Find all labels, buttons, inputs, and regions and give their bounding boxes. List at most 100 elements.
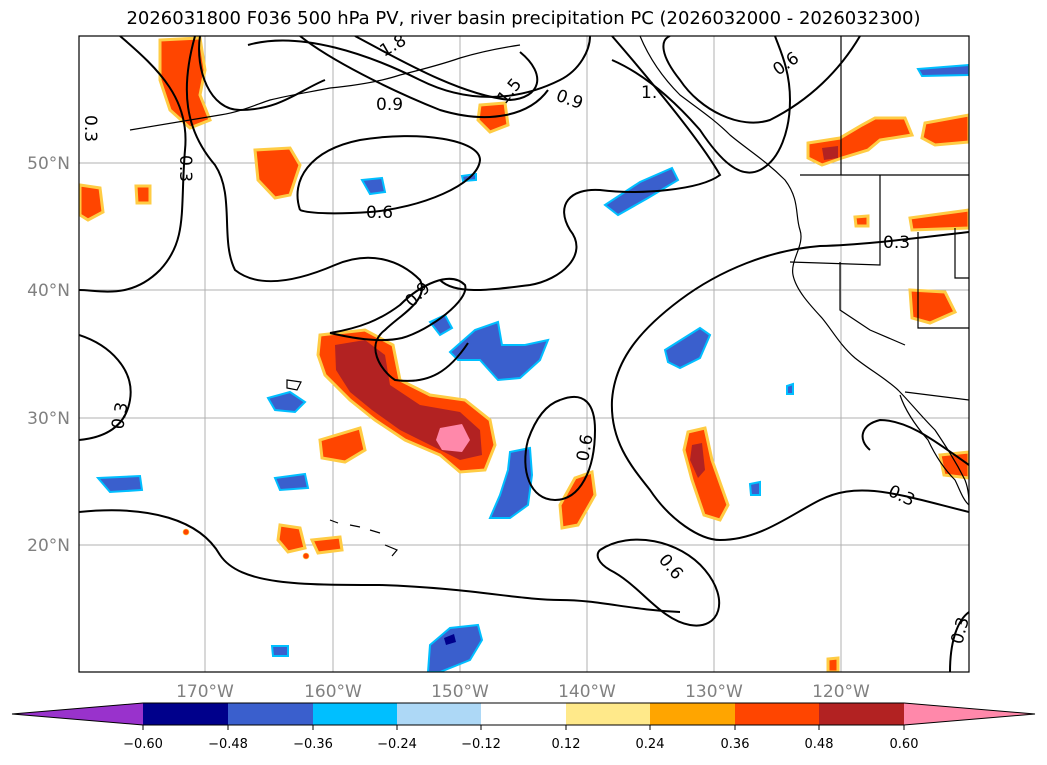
- pv-contour: [949, 611, 969, 672]
- precip-positive-region: [318, 426, 367, 464]
- colorbar-bin: [143, 703, 228, 725]
- precip-negative-region: [273, 472, 310, 492]
- precip-peak-region: [436, 424, 470, 452]
- colorbar-ticks: [142, 725, 905, 730]
- precip-negative-region: [360, 176, 387, 196]
- pv-contour: [79, 36, 187, 293]
- colorbar-tick-label: −0.48: [208, 737, 248, 752]
- precip-negative-region: [270, 645, 289, 657]
- colorbar-tick-label: 0.12: [552, 737, 581, 752]
- precip-strong-negative-region: [444, 634, 456, 645]
- lat-label: 40°N: [27, 281, 70, 301]
- precip-negative-region: [488, 446, 534, 519]
- contour-label: 0.6: [366, 203, 393, 223]
- precip-negative-region: [95, 474, 144, 494]
- precip-negative-region: [663, 326, 712, 370]
- pv-contour: [861, 418, 969, 466]
- hawaii-islands: [329, 519, 398, 557]
- precip-positive-region: [558, 469, 597, 530]
- us-state-line: [917, 232, 969, 329]
- colorbar-extend-min: [12, 703, 143, 725]
- contour-label: 1.: [641, 83, 657, 103]
- precip-positive-region: [253, 146, 302, 200]
- precip-negative-region: [266, 390, 307, 414]
- alaska-coast: [129, 44, 521, 131]
- precip-positive-region: [920, 113, 969, 147]
- colorbar-tick-label: −0.60: [123, 737, 163, 752]
- us-mexico-border: [904, 391, 969, 401]
- pv-contour: [611, 36, 792, 174]
- colorbar-tick-label: 0.24: [636, 737, 665, 752]
- colorbar-bin: [313, 703, 397, 725]
- colorbar-bin: [566, 703, 650, 725]
- pv-contour: [79, 334, 132, 441]
- precip-positive-region: [79, 183, 105, 222]
- precip-positive-region: [302, 552, 310, 560]
- colorbar-bin: [228, 703, 313, 725]
- precip-negative-region: [748, 480, 761, 496]
- lat-label: 50°N: [27, 154, 70, 174]
- colorbar-tick-label: 0.36: [721, 737, 750, 752]
- precip-positive-region: [853, 214, 870, 228]
- pv-contour: [610, 231, 969, 542]
- precip-positive-region: [134, 184, 152, 205]
- lon-label: 150°W: [431, 682, 489, 702]
- precip-negative-region: [428, 313, 454, 337]
- lon-label: 140°W: [558, 682, 616, 702]
- precip-negative-region: [916, 63, 969, 78]
- lon-label: 130°W: [685, 682, 743, 702]
- precip-positive-region: [182, 528, 190, 536]
- precip-positive-region: [276, 523, 307, 554]
- contour-label: 0.6: [573, 433, 597, 463]
- pv-contours: [79, 36, 969, 672]
- baja-coast: [899, 394, 969, 506]
- us-state-line: [789, 175, 881, 266]
- us-state-line: [839, 262, 906, 346]
- latitude-labels: 50°N 40°N 30°N 20°N: [27, 154, 70, 556]
- lon-label: 170°W: [176, 682, 234, 702]
- map-title: 2026031800 F036 500 hPa PV, river basin …: [126, 8, 921, 29]
- colorbar-extend-max: [904, 703, 1035, 725]
- pv-contour: [329, 277, 467, 342]
- contour-label: 0.3: [108, 401, 132, 431]
- colorbar-bin: [481, 703, 566, 725]
- precip-negative-region: [426, 623, 484, 672]
- precip-positive-region: [309, 535, 344, 555]
- precip-positive-region: [908, 208, 969, 232]
- colorbar-bin: [650, 703, 735, 725]
- colorbar-bin: [735, 703, 819, 725]
- lat-label: 20°N: [27, 536, 70, 556]
- colorbar: −0.60 −0.48 −0.36 −0.24 −0.12 0.12 0.24 …: [11, 702, 1036, 752]
- coastlines: [129, 36, 969, 557]
- precip-high-region: [690, 443, 705, 478]
- precip-negative-region: [448, 320, 550, 382]
- colorbar-tick-label: 0.60: [890, 737, 919, 752]
- pv-contour: [596, 538, 721, 627]
- pv-contour: [79, 509, 681, 613]
- pv-contour: [662, 36, 861, 124]
- precip-positive-region: [908, 288, 958, 325]
- colorbar-tick-label: −0.12: [461, 737, 501, 752]
- colorbar-tick-label: 0.48: [805, 737, 834, 752]
- contour-label: 0.9: [376, 95, 403, 115]
- pv-contour: [524, 395, 597, 502]
- pv-contour: [354, 36, 539, 102]
- pv-contour: [439, 36, 722, 291]
- precip-positive-region: [826, 656, 840, 672]
- colorbar-tick-label: −0.24: [377, 737, 417, 752]
- contour-label: 0.3: [948, 615, 974, 646]
- lon-label: 120°W: [812, 682, 870, 702]
- aleutian-islands: [286, 379, 302, 391]
- lat-label: 30°N: [27, 409, 70, 429]
- precip-high-region: [822, 146, 838, 160]
- contour-label: 0.3: [80, 115, 100, 142]
- pv-contour: [185, 36, 469, 382]
- precip-negative-region: [786, 382, 794, 395]
- pv-contour: [296, 135, 482, 215]
- contour-label: 0.3: [883, 233, 910, 253]
- lon-label: 160°W: [304, 682, 362, 702]
- pv-contour: [247, 36, 591, 98]
- longitude-labels: 170°W 160°W 150°W 140°W 130°W 120°W: [176, 682, 870, 702]
- colorbar-bin: [819, 703, 904, 725]
